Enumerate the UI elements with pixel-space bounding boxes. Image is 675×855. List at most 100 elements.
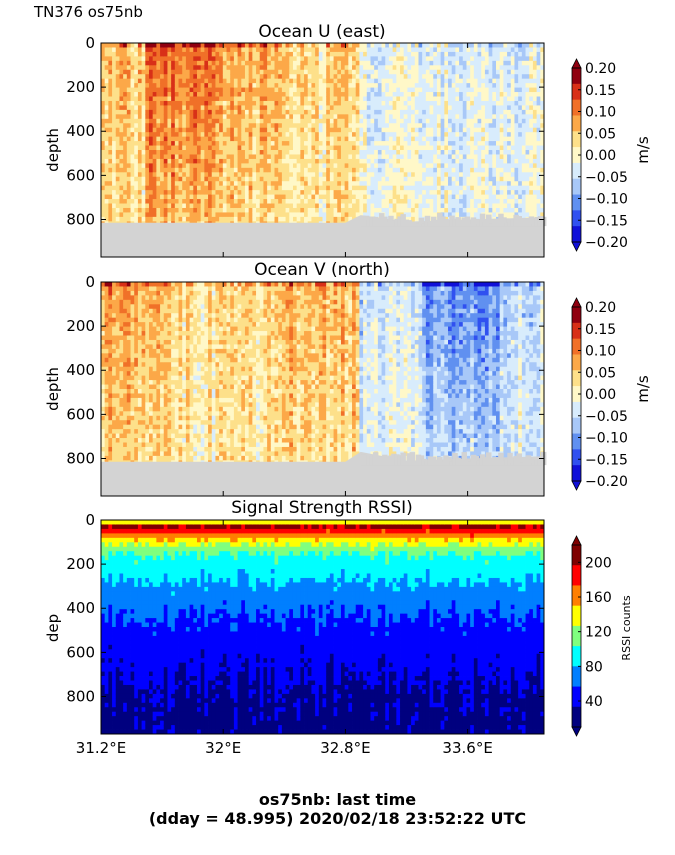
heatmap-cell [263, 136, 268, 142]
heatmap-cell [256, 51, 261, 57]
heatmap-cell [189, 92, 194, 97]
heatmap-cell [200, 150, 205, 155]
heatmap-cell [163, 92, 168, 97]
heatmap-cell [459, 51, 464, 57]
heatmap-cell [278, 92, 283, 97]
heatmap-cell [377, 203, 382, 209]
heatmap-cell [130, 69, 135, 75]
heatmap-cell [425, 194, 430, 200]
heatmap-cell [344, 123, 349, 129]
heatmap-cell [381, 83, 386, 88]
heatmap-cell [355, 60, 360, 66]
heatmap-cell [196, 118, 202, 124]
heatmap-cell [267, 158, 272, 164]
heatmap-cell [422, 96, 427, 102]
heatmap-cell [326, 199, 331, 204]
heatmap-cell [377, 145, 382, 151]
heatmap-cell [263, 194, 268, 200]
heatmap-cell [352, 65, 357, 71]
heatmap-cell [263, 141, 268, 146]
heatmap-cell [444, 127, 449, 133]
heatmap-cell [292, 69, 298, 75]
heatmap-cell [318, 47, 323, 53]
heatmap-cell [403, 145, 408, 151]
heatmap-cell [152, 136, 157, 142]
heatmap-cell [196, 47, 202, 53]
heatmap-cell [189, 158, 194, 164]
heatmap-cell [329, 176, 334, 182]
heatmap-cell [315, 60, 320, 66]
heatmap-cell [289, 163, 294, 169]
heatmap-cell [326, 56, 331, 62]
heatmap-cell [178, 154, 183, 160]
heatmap-cell [455, 158, 460, 164]
heatmap-cell [370, 127, 375, 133]
heatmap-cell [451, 118, 456, 124]
heatmap-cell [185, 145, 190, 151]
heatmap-cell [466, 141, 471, 146]
heatmap-cell [281, 100, 286, 106]
heatmap-cell [189, 154, 194, 160]
heatmap-cell [337, 87, 342, 93]
heatmap-cell [418, 118, 423, 124]
heatmap-cell [141, 207, 146, 213]
heatmap-cell [311, 105, 316, 111]
heatmap-cell [315, 154, 320, 160]
heatmap-cell [425, 190, 430, 195]
heatmap-cell [185, 78, 190, 84]
heatmap-cell [219, 65, 224, 71]
heatmap-cell [211, 51, 216, 57]
heatmap-cell [292, 199, 298, 204]
heatmap-cell [134, 78, 139, 84]
heatmap-cell [333, 51, 338, 57]
heatmap-cell [115, 127, 120, 133]
heatmap-cell [304, 127, 309, 133]
heatmap-cell [178, 92, 183, 97]
heatmap-cell [171, 43, 176, 48]
heatmap-cell [244, 163, 250, 169]
heatmap-cell [230, 199, 235, 204]
heatmap-cell [259, 181, 264, 187]
heatmap-cell [411, 92, 416, 97]
heatmap-cell [326, 181, 331, 187]
heatmap-cell [451, 141, 456, 146]
heatmap-cell [433, 60, 438, 66]
heatmap-cell [422, 78, 427, 84]
heatmap-cell [141, 109, 146, 115]
heatmap-cell [377, 83, 382, 88]
heatmap-cell [307, 132, 312, 138]
heatmap-cell [259, 212, 264, 218]
heatmap-cell [466, 163, 471, 169]
heatmap-cell [267, 60, 272, 66]
heatmap-cell [263, 132, 268, 138]
heatmap-cell [278, 212, 283, 218]
heatmap-cell [226, 176, 231, 182]
heatmap-cell [296, 163, 301, 169]
heatmap-cell [470, 87, 475, 93]
heatmap-cell [104, 51, 109, 57]
heatmap-cell [101, 78, 106, 84]
heatmap-cell [307, 109, 312, 115]
heatmap-cell [148, 154, 154, 160]
heatmap-cell [230, 172, 235, 178]
heatmap-cell [101, 51, 106, 57]
heatmap-cell [396, 127, 401, 133]
heatmap-cell [230, 96, 235, 102]
heatmap-cell [370, 150, 375, 155]
heatmap-cell [123, 47, 128, 53]
heatmap-cell [459, 199, 464, 204]
heatmap-cell [130, 47, 135, 53]
heatmap-cell [292, 127, 298, 133]
heatmap-cell [429, 100, 434, 106]
heatmap-cell [108, 167, 113, 173]
heatmap-cell [219, 118, 224, 124]
heatmap-cell [274, 96, 279, 102]
heatmap-cell [466, 78, 471, 84]
heatmap-cell [178, 132, 183, 138]
heatmap-cell [425, 114, 430, 120]
heatmap-cell [436, 207, 442, 213]
heatmap-cell [422, 141, 427, 146]
heatmap-cell [252, 150, 257, 155]
heatmap-cell [233, 216, 238, 222]
heatmap-cell [244, 127, 250, 133]
